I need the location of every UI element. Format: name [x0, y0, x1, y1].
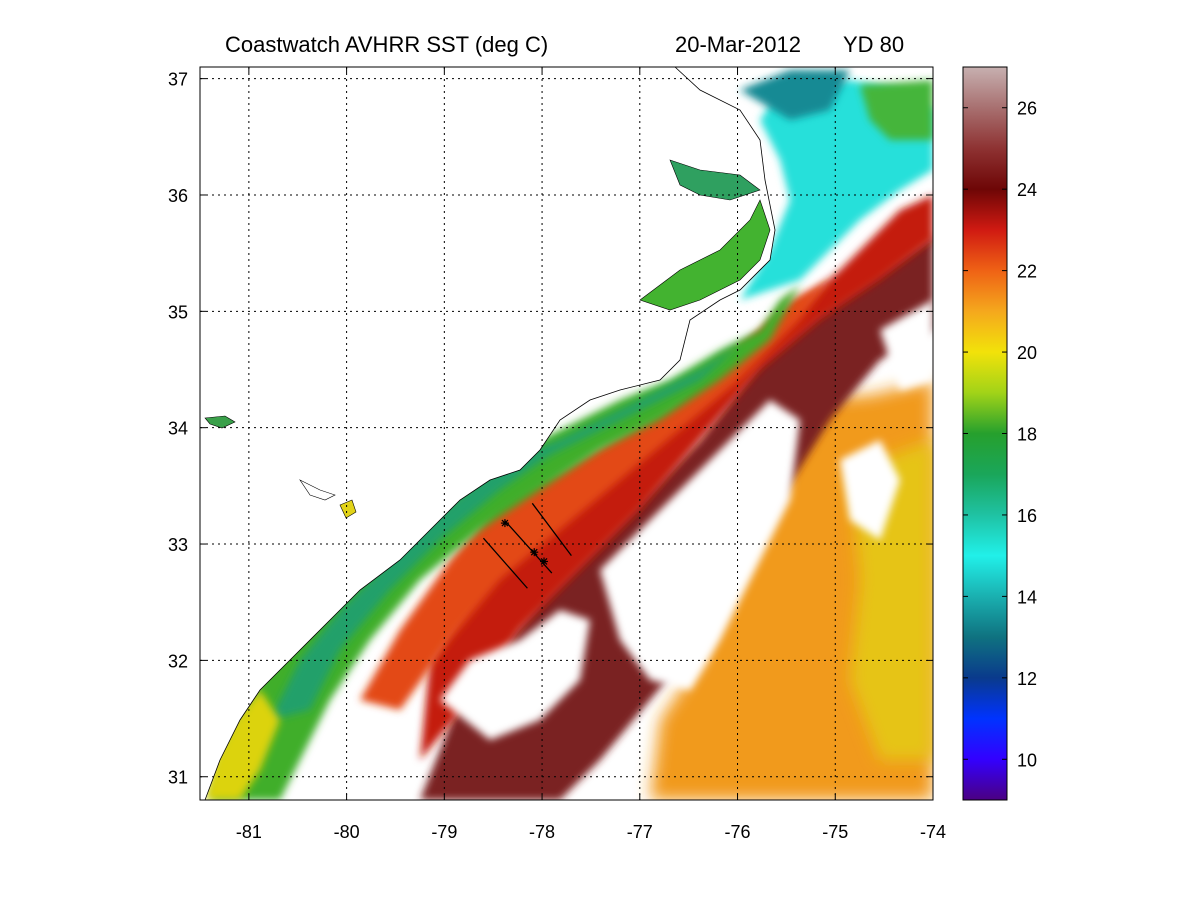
map-frame	[199, 66, 934, 801]
colorbar-tick-label: 10	[1017, 750, 1037, 770]
lon-tick-label: -77	[627, 822, 653, 842]
pamlico-sound	[639, 199, 771, 311]
inland-reservoir	[299, 479, 336, 501]
lon-tick-label: -75	[822, 822, 848, 842]
lat-tick-label: 35	[168, 302, 188, 322]
lat-tick-label: 36	[168, 186, 188, 206]
colorbar-tick-label: 24	[1017, 180, 1037, 200]
lat-tick-label: 33	[168, 535, 188, 555]
northern-cyan-shelf	[740, 80, 933, 300]
map-grid	[200, 67, 933, 800]
figure-yearday: YD 80	[843, 32, 904, 57]
station-marker	[500, 519, 509, 528]
gulf-stream-red	[420, 195, 933, 760]
coastal-teal	[270, 345, 740, 720]
lat-tick-label: 37	[168, 70, 188, 90]
inland-lake-west	[204, 415, 236, 429]
cloud-mask-4	[880, 300, 933, 390]
northern-teal-water	[740, 70, 850, 120]
lon-tick-label: -80	[334, 822, 360, 842]
inland-lake	[339, 499, 357, 519]
cloud-mask-2	[440, 610, 590, 740]
lon-tick-label: -78	[529, 822, 555, 842]
cloud-mask-1	[600, 400, 800, 690]
colorbar-tick-label: 18	[1017, 425, 1037, 445]
lon-tick-label: -79	[431, 822, 457, 842]
lon-tick-label: -81	[236, 822, 262, 842]
lon-tick-label: -76	[725, 822, 751, 842]
colorbar-tick-label: 16	[1017, 506, 1037, 526]
cruise-section-line	[482, 537, 528, 589]
albemarle-sound	[669, 159, 761, 201]
lat-tick-label: 32	[168, 651, 188, 671]
sst-field	[205, 70, 933, 800]
figure-date: 20-Mar-2012	[675, 32, 801, 57]
land-mass	[199, 66, 776, 801]
lon-tick-label: -74	[920, 822, 946, 842]
cruise-section-line	[531, 502, 572, 557]
nearshore-yellow	[205, 690, 280, 800]
station-markers	[500, 519, 549, 566]
colorbar-tick-label: 20	[1017, 343, 1037, 363]
latitude-axis: 37 36 35 34 33 32 31	[168, 70, 933, 788]
figure-title: Coastwatch AVHRR SST (deg C)	[225, 32, 548, 57]
lat-tick-label: 31	[168, 768, 188, 788]
colorbar-tick-label: 14	[1017, 587, 1037, 607]
cloud-mask-3	[840, 440, 900, 540]
northern-green-patch	[860, 80, 933, 140]
station-marker	[530, 548, 539, 557]
lat-tick-label: 34	[168, 419, 188, 439]
colorbar-tick-label: 12	[1017, 669, 1037, 689]
colorbar	[962, 66, 1008, 801]
longitude-axis: -81 -80 -79 -78 -77 -76 -75 -74	[236, 67, 946, 842]
inner-shelf-green	[210, 285, 800, 800]
station-marker	[540, 557, 549, 566]
colorbar-tick-label: 26	[1017, 99, 1037, 119]
colorbar-ticks: 10 12 14 16 18 20 22 24 26	[963, 99, 1037, 770]
colorbar-tick-label: 22	[1017, 262, 1037, 282]
shelf-edge-water	[360, 280, 830, 710]
